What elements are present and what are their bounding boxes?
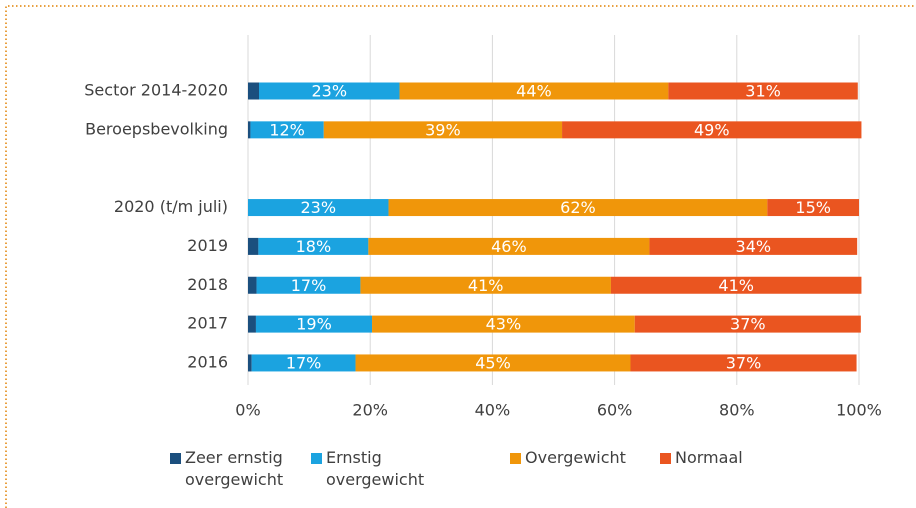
y-tick-label: 2016 xyxy=(187,352,228,371)
data-label: 19% xyxy=(296,315,332,334)
bar-segment xyxy=(248,199,389,217)
data-label: 39% xyxy=(425,120,461,139)
data-label: 45% xyxy=(475,353,511,372)
bar-segment xyxy=(360,276,611,294)
y-tick-label: Sector 2014-2020 xyxy=(84,81,228,100)
legend-swatch xyxy=(660,453,671,464)
y-tick-label: 2017 xyxy=(187,314,228,333)
x-tick-label: 0% xyxy=(235,401,260,420)
data-label: 41% xyxy=(468,276,504,295)
bar-segment xyxy=(562,121,862,139)
bar-segment xyxy=(368,237,650,255)
data-label: 37% xyxy=(730,315,766,334)
bar-segment xyxy=(258,82,400,100)
bar-segment xyxy=(355,354,631,372)
data-label: 41% xyxy=(718,276,754,295)
bar-segment xyxy=(248,276,257,294)
bar-segment xyxy=(248,237,259,255)
bar-segment xyxy=(630,354,857,372)
data-label: 15% xyxy=(795,198,831,217)
data-label: 23% xyxy=(300,198,336,217)
data-label: 18% xyxy=(296,237,332,256)
data-label: 31% xyxy=(745,82,781,101)
bar-segment xyxy=(256,276,361,294)
legend-item: Ernstig overgewicht xyxy=(311,447,501,491)
bar-segment xyxy=(610,276,862,294)
x-tick-label: 40% xyxy=(475,401,511,420)
legend-swatch xyxy=(510,453,521,464)
y-tick-label: Beroepsbevolking xyxy=(85,119,228,138)
bar-segment xyxy=(258,237,369,255)
data-label: 49% xyxy=(694,120,730,139)
data-label: 43% xyxy=(486,315,522,334)
data-label: 44% xyxy=(516,82,552,101)
x-tick-label: 20% xyxy=(352,401,388,420)
frame xyxy=(5,5,916,508)
data-label: 62% xyxy=(560,198,596,217)
legend-swatch xyxy=(311,453,322,464)
legend-label: Normaal xyxy=(675,448,743,467)
legend-label: Overgewicht xyxy=(525,448,626,467)
x-tick-label: 80% xyxy=(719,401,755,420)
data-label: 46% xyxy=(491,237,527,256)
data-label: 23% xyxy=(311,82,347,101)
bar-segment xyxy=(767,199,859,217)
bar-segment xyxy=(323,121,563,139)
bar-segment xyxy=(372,315,635,333)
bar-segment xyxy=(255,315,373,333)
y-tick-label: 2018 xyxy=(187,275,228,294)
data-label: 17% xyxy=(286,353,322,372)
bar-segment xyxy=(388,199,768,217)
bar-segment xyxy=(248,121,251,139)
legend-item: Overgewicht xyxy=(510,447,660,469)
legend-label: Zeer ernstig overgewicht xyxy=(185,448,284,489)
bar-segment xyxy=(251,354,356,372)
legend-label: Ernstig overgewicht xyxy=(326,448,425,489)
bar-segment xyxy=(248,315,256,333)
bar-segment xyxy=(668,82,858,100)
data-label: 34% xyxy=(736,237,772,256)
bar-segment xyxy=(248,82,259,100)
x-tick-label: 60% xyxy=(597,401,633,420)
data-label: 37% xyxy=(726,353,762,372)
bar-segment xyxy=(248,354,252,372)
bar-segment xyxy=(649,237,858,255)
bar-segment xyxy=(634,315,861,333)
legend-item: Zeer ernstig overgewicht xyxy=(170,447,310,491)
data-label: 12% xyxy=(269,120,305,139)
x-tick-label: 100% xyxy=(836,401,882,420)
bar-segment xyxy=(250,121,324,139)
legend-item: Normaal xyxy=(660,447,810,469)
data-label: 17% xyxy=(291,276,327,295)
y-tick-label: 2019 xyxy=(187,236,228,255)
bar-segment xyxy=(399,82,669,100)
legend-swatch xyxy=(170,453,181,464)
y-tick-label: 2020 (t/m juli) xyxy=(114,197,228,216)
